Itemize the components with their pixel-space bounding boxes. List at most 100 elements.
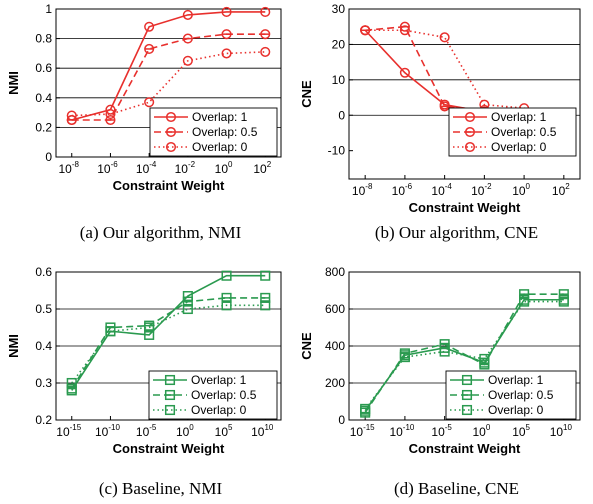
data-point-marker bbox=[260, 46, 271, 57]
data-point-marker bbox=[164, 404, 176, 416]
data-point-marker bbox=[66, 383, 77, 394]
chart-panel-2: -10 0 10 20 30 10-8 10-6 10-4 10-2 100 102 Constrai… bbox=[299, 2, 581, 215]
y-tick-label: -10 bbox=[328, 144, 346, 158]
data-point-marker bbox=[439, 32, 450, 43]
data-point-marker bbox=[260, 6, 271, 18]
data-point-marker bbox=[105, 109, 116, 120]
x-tick-label: 10-10 bbox=[389, 423, 414, 439]
legend-label: Overlap: 0 bbox=[488, 403, 544, 417]
series-overlap-0 bbox=[66, 300, 271, 389]
y-tick-label: 10 bbox=[332, 73, 346, 87]
data-point-marker bbox=[479, 359, 490, 370]
data-point-marker bbox=[165, 111, 177, 123]
legend-label: Overlap: 0.5 bbox=[491, 125, 557, 139]
x-tick-label: 10-10 bbox=[95, 423, 120, 439]
data-point-marker bbox=[260, 300, 271, 311]
legend-label: Overlap: 1 bbox=[191, 373, 247, 387]
series-line bbox=[364, 293, 564, 414]
x-tick-label: 10-4 bbox=[431, 182, 452, 198]
data-point-marker bbox=[144, 97, 155, 108]
y-tick-label: 0.3 bbox=[35, 376, 52, 390]
x-tick-label: 100 bbox=[512, 182, 530, 198]
x-tick-label: 1010 bbox=[251, 423, 274, 439]
y-tick-label: 0.6 bbox=[35, 61, 52, 75]
y-tick-label: 30 bbox=[332, 2, 346, 16]
data-point-marker bbox=[260, 270, 271, 281]
y-tick-label: 400 bbox=[325, 339, 345, 353]
y-tick-label: 600 bbox=[325, 302, 345, 316]
x-tick-label: 102 bbox=[253, 160, 271, 176]
series-line bbox=[71, 274, 266, 391]
data-point-marker bbox=[461, 404, 473, 416]
x-tick-label: 105 bbox=[512, 423, 530, 439]
data-point-marker bbox=[105, 104, 116, 115]
y-tick-label: 0.4 bbox=[35, 91, 52, 105]
data-point-marker bbox=[399, 21, 410, 32]
data-point-marker bbox=[439, 101, 450, 112]
x-axis-label: Constraint Weight bbox=[409, 441, 521, 456]
y-tick-label: 200 bbox=[325, 376, 345, 390]
y-axis-label: CNE bbox=[299, 80, 314, 108]
series-line bbox=[71, 33, 266, 121]
data-point-marker bbox=[439, 346, 450, 357]
panel-caption: (a) Our algorithm, NMI bbox=[80, 223, 242, 242]
series-overlap-0 bbox=[66, 46, 271, 121]
series-overlap-0 bbox=[360, 25, 569, 121]
plot-frame bbox=[348, 271, 581, 421]
data-point-marker bbox=[260, 292, 271, 303]
data-point-marker bbox=[165, 141, 177, 153]
data-point-marker bbox=[360, 25, 371, 36]
series-line bbox=[365, 29, 564, 117]
data-point-marker bbox=[182, 9, 193, 20]
data-point-marker bbox=[221, 48, 232, 59]
data-point-marker bbox=[464, 126, 476, 138]
y-tick-label: 0.8 bbox=[35, 32, 52, 46]
x-tick-label: 10-2 bbox=[175, 160, 196, 176]
y-tick-label: 0.2 bbox=[35, 413, 52, 427]
data-point-marker bbox=[221, 300, 232, 311]
x-axis-label: Constraint Weight bbox=[113, 178, 225, 193]
x-axis-label: Constraint Weight bbox=[409, 200, 521, 215]
x-tick-label: 10-8 bbox=[352, 182, 373, 198]
data-point-marker bbox=[558, 296, 569, 307]
legend-label: Overlap: 0.5 bbox=[192, 125, 258, 139]
y-axis-label: NMI bbox=[6, 71, 21, 95]
data-point-marker bbox=[164, 389, 176, 401]
data-point-marker bbox=[164, 374, 176, 386]
series-line bbox=[365, 25, 564, 117]
data-point-marker bbox=[182, 303, 193, 315]
legend-label: Overlap: 0.5 bbox=[488, 388, 554, 402]
data-point-marker bbox=[360, 403, 371, 414]
data-point-marker bbox=[182, 55, 193, 66]
data-point-marker bbox=[221, 270, 232, 281]
chart-panel-1: 0 0.2 0.4 0.6 0.8 1 10-8 10-6 10-4 10-2 100 102 Cons… bbox=[6, 2, 282, 193]
y-tick-label: 0.2 bbox=[35, 120, 52, 134]
chart-panel-3: 0.2 0.3 0.4 0.5 0.6 10-15 10-10 10-5 100 105 1010 C… bbox=[6, 265, 282, 456]
data-point-marker bbox=[144, 322, 155, 333]
series-line bbox=[71, 51, 266, 117]
y-tick-label: 0.5 bbox=[35, 302, 52, 316]
data-point-marker bbox=[221, 29, 232, 40]
data-point-marker bbox=[519, 296, 530, 307]
data-point-marker bbox=[439, 339, 450, 350]
x-tick-label: 10-6 bbox=[392, 182, 413, 198]
panel-caption: (b) Our algorithm, CNE bbox=[375, 223, 538, 242]
data-point-marker bbox=[182, 33, 193, 44]
data-point-marker bbox=[461, 374, 473, 386]
series-line bbox=[364, 300, 564, 410]
x-tick-label: 10-5 bbox=[136, 423, 157, 439]
x-axis-label: Constraint Weight bbox=[113, 441, 225, 456]
x-tick-label: 1010 bbox=[550, 423, 573, 439]
x-tick-label: 10-2 bbox=[471, 182, 492, 198]
x-tick-label: 10-8 bbox=[59, 160, 80, 176]
legend-label: Overlap: 0.5 bbox=[191, 388, 257, 402]
chart-panel-4: 0 200 400 600 800 10-15 10-10 10-5 100 105 1010 Con… bbox=[299, 265, 581, 456]
y-axis-label: NMI bbox=[6, 334, 21, 358]
y-tick-label: 0.4 bbox=[35, 339, 52, 353]
legend-label: Overlap: 1 bbox=[491, 110, 547, 124]
data-point-marker bbox=[260, 29, 271, 40]
data-point-marker bbox=[144, 43, 155, 55]
